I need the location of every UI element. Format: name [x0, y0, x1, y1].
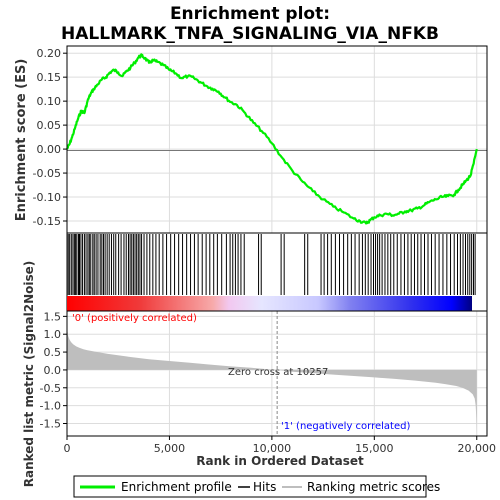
metric-y-tick-label: 0.5: [44, 346, 62, 359]
ranked-color-bar: [67, 296, 472, 311]
es-y-axis-label: Enrichment score (ES): [14, 59, 29, 222]
es-y-tick-label: 0.20: [37, 47, 62, 60]
negative-correlation-label: '1' (negatively correlated): [281, 421, 410, 432]
metric-panel-frame: [66, 310, 488, 437]
metric-y-axis-label: Ranked list metric (Signal2Noise): [22, 261, 36, 488]
zero-cross-label: Zero cross at 10257: [228, 367, 328, 378]
enrichment-profile-line: [66, 53, 478, 225]
es-y-tick-label: -0.05: [33, 167, 61, 180]
metric-y-tick-label: -1.5: [40, 418, 61, 431]
es-y-tick-label: 0.05: [37, 119, 62, 132]
legend: Enrichment profile Hits Ranking metric s…: [73, 475, 440, 498]
metric-x-axis-label: Rank in Ordered Dataset: [196, 454, 364, 468]
es-y-axis: -0.15 -0.10 -0.05 0.00 0.05 0.10 0.15 0.20: [33, 47, 67, 228]
metric-x-tick-label: 20,000: [458, 442, 497, 455]
metric-x-axis: 0 5,000 10,000 15,000 20,000: [64, 436, 497, 455]
ranking-metric-area: [67, 314, 477, 433]
legend-label-enrichment: Enrichment profile: [121, 480, 232, 494]
metric-x-tick-label: 0: [64, 442, 71, 455]
metric-y-tick-label: -0.5: [40, 382, 61, 395]
metric-y-tick-label: 1.5: [44, 310, 62, 323]
metric-y-tick-label: 1.0: [44, 328, 62, 341]
es-y-tick-label: 0.15: [37, 71, 62, 84]
metric-x-tick-label: 5,000: [154, 442, 186, 455]
metric-y-axis: -1.5 -1.0 -0.5 0.0 0.5 1.0 1.5: [40, 310, 67, 431]
legend-label-metric: Ranking metric scores: [307, 480, 440, 494]
es-y-tick-label: 0.10: [37, 95, 62, 108]
hit-marks: [67, 234, 476, 295]
positive-correlation-label: '0' (positively correlated): [72, 313, 197, 324]
legend-label-hits: Hits: [253, 480, 276, 494]
plot-title-line2: HALLMARK_TNFA_SIGNALING_VIA_NFKB: [61, 24, 439, 44]
hits-panel: [66, 232, 488, 312]
es-y-tick-label: 0.00: [37, 143, 62, 156]
metric-x-tick-label: 15,000: [355, 442, 394, 455]
es-y-tick-label: -0.15: [33, 215, 61, 228]
es-panel: -0.15 -0.10 -0.05 0.00 0.05 0.10 0.15 0.20 Enri…: [14, 45, 488, 234]
es-grid: [67, 46, 487, 233]
plot-title-line1: Enrichment plot:: [170, 4, 330, 24]
metric-x-tick-label: 10,000: [253, 442, 292, 455]
metric-y-tick-label: -1.0: [40, 400, 61, 413]
metric-panel: -1.5 -1.0 -0.5 0.0 0.5 1.0 1.5 0 5,000 10,000 15,…: [22, 261, 496, 488]
metric-y-tick-label: 0.0: [44, 364, 62, 377]
es-y-tick-label: -0.10: [33, 191, 61, 204]
